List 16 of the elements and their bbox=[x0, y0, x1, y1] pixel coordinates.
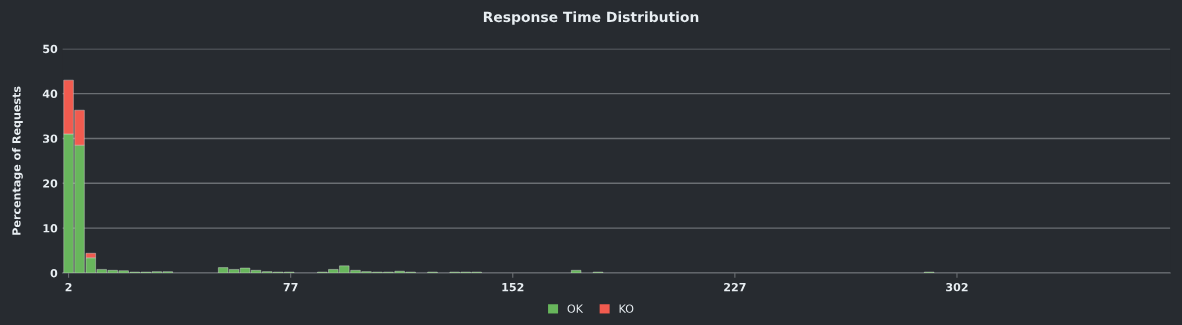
y-tick-label: 50 bbox=[43, 44, 58, 54]
y-tick-label: 20 bbox=[43, 179, 58, 188]
x-tick-label: 302 bbox=[946, 282, 968, 292]
x-tick-label: 152 bbox=[502, 282, 524, 292]
y-axis-title: Percentage of Requests bbox=[12, 86, 23, 235]
y-tick-label: 0 bbox=[50, 268, 58, 278]
legend-label: KO bbox=[619, 304, 634, 313]
y-tick-label: 40 bbox=[42, 89, 58, 98]
x-tick-label: 2 bbox=[65, 282, 72, 292]
bar bbox=[571, 270, 582, 273]
x-tick-label: 227 bbox=[724, 282, 746, 292]
chart-title: Response Time Distribution bbox=[483, 11, 699, 25]
legend-label: OK bbox=[567, 304, 584, 313]
y-tick-label: 30 bbox=[43, 134, 58, 143]
y-tick-label: 10 bbox=[43, 224, 58, 233]
x-tick-label: 77 bbox=[283, 283, 298, 292]
